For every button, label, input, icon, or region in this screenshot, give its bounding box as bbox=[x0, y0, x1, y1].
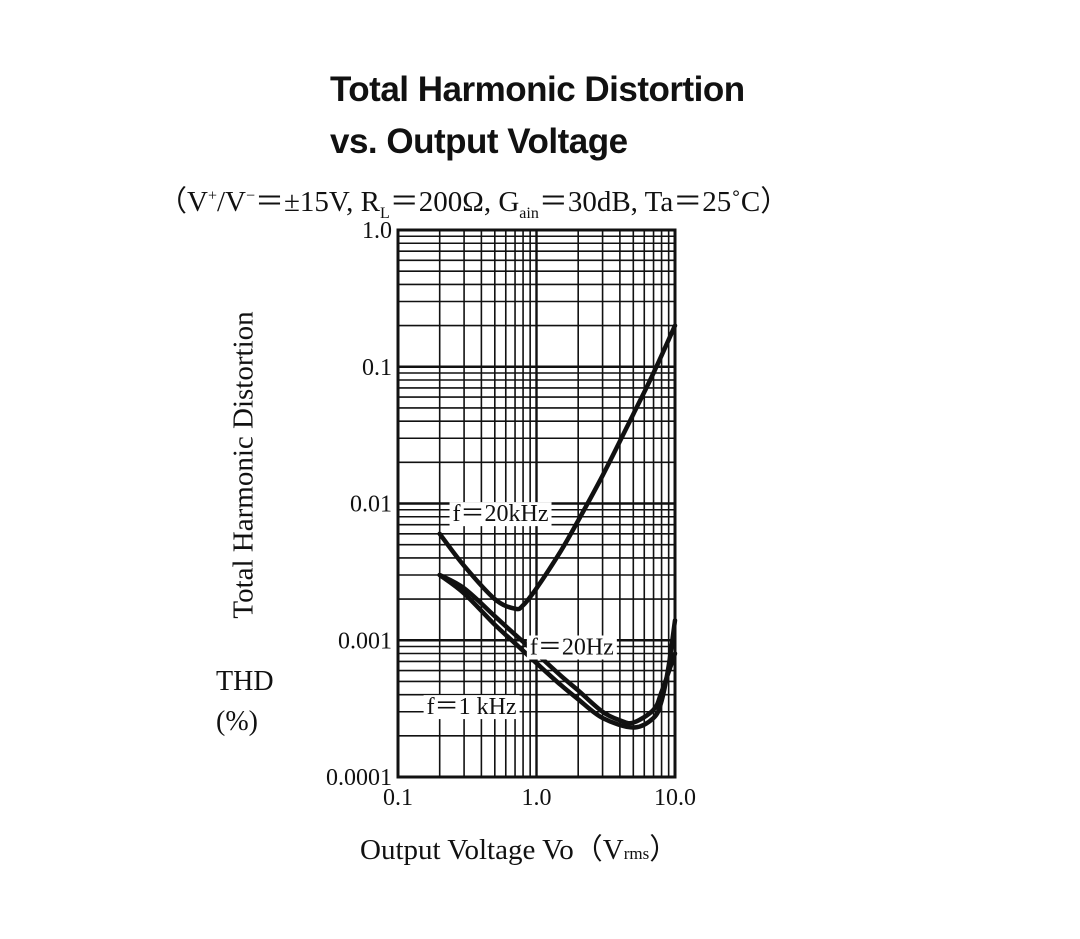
x-tick-label: 10.0 bbox=[654, 785, 696, 811]
x-axis-label: Output Voltage Vo（Vrms） bbox=[360, 826, 678, 868]
x-axis-label-close: ） bbox=[649, 834, 679, 866]
conditions-part: ＝±15V, R bbox=[255, 186, 380, 218]
series-label-text: f＝20Hz bbox=[530, 635, 614, 661]
series-label-text: f＝20kHz bbox=[453, 501, 549, 527]
conditions-rl-subscript: L bbox=[379, 204, 390, 222]
y-tick-label: 0.001 bbox=[338, 628, 392, 654]
series-label: f＝20Hz bbox=[526, 635, 617, 661]
x-tick-label: 1.0 bbox=[522, 785, 552, 811]
y-axis-label: Total Harmonic Distortion bbox=[227, 311, 260, 619]
series-label-background bbox=[423, 695, 520, 720]
conditions-part: （V bbox=[158, 186, 208, 218]
y-axis-unit: (%) bbox=[216, 706, 258, 737]
conditions-part: ＝30dB, Ta＝25˚C） bbox=[538, 186, 790, 218]
conditions-vminus-superscript: − bbox=[245, 187, 256, 205]
series-line bbox=[437, 323, 678, 612]
x-axis-label-subscript: rms bbox=[623, 844, 650, 863]
y-tick-label: 0.1 bbox=[362, 355, 392, 381]
series-label: f＝1 kHz bbox=[423, 694, 520, 720]
series-label-background bbox=[449, 502, 552, 527]
conditions-part: ＝200Ω, G bbox=[389, 186, 520, 218]
chart-title-line-1: Total Harmonic Distortion bbox=[330, 70, 745, 109]
test-conditions: （V+/V−＝±15V, RL＝200Ω, Gain＝30dB, Ta＝25˚C… bbox=[158, 178, 789, 223]
conditions-gain-subscript: ain bbox=[519, 204, 539, 222]
curve-labels: f＝20kHz f＝20Hz f＝1 kHz bbox=[423, 501, 617, 720]
chart-title-line-2: vs. Output Voltage bbox=[330, 122, 628, 161]
conditions-vplus-superscript: + bbox=[207, 187, 217, 205]
conditions-part: /V bbox=[216, 186, 246, 218]
series-label-background bbox=[526, 635, 617, 660]
series-line bbox=[437, 572, 678, 730]
chart-curves bbox=[437, 323, 678, 730]
series-label: f＝20kHz bbox=[449, 501, 552, 527]
series-line bbox=[437, 572, 678, 726]
series-label-text: f＝1 kHz bbox=[427, 694, 517, 720]
y-tick-label: 0.0001 bbox=[326, 765, 392, 791]
x-axis-label-main: Output Voltage Vo（V bbox=[360, 834, 624, 866]
y-axis-symbol: THD bbox=[216, 666, 274, 697]
y-tick-label: 0.01 bbox=[350, 492, 392, 518]
y-tick-label: 1.0 bbox=[362, 218, 392, 244]
x-tick-label: 0.1 bbox=[383, 785, 413, 811]
